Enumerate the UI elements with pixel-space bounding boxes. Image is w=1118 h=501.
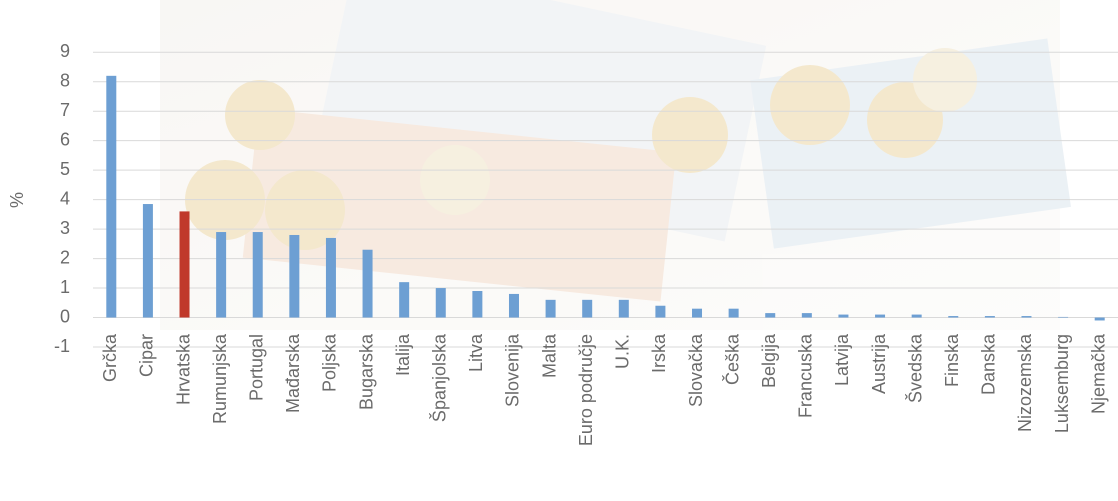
x-tick-label: Litva (466, 333, 486, 372)
bar (252, 232, 263, 318)
bar (618, 299, 629, 318)
x-tick-label: Portugal (246, 334, 266, 401)
bar (216, 232, 227, 318)
x-tick-label: Slovačka (686, 333, 706, 407)
y-tick-label: 1 (60, 277, 70, 297)
bar (984, 316, 995, 318)
bar (508, 293, 519, 318)
bar (875, 314, 886, 318)
bar (1094, 317, 1105, 321)
x-tick-label: Španjolska (429, 333, 450, 422)
x-tick-label: Nizozemska (1015, 333, 1035, 432)
bar (289, 234, 300, 318)
y-tick-label: 0 (60, 306, 70, 326)
y-tick-label: 5 (60, 159, 70, 179)
bar (1058, 316, 1069, 318)
bar (106, 75, 117, 318)
y-tick-label: -1 (54, 336, 70, 356)
bar (948, 316, 959, 318)
bar (728, 308, 739, 318)
bar (179, 211, 190, 318)
x-tick-label: Luksemburg (1052, 334, 1072, 433)
x-tick-label: Češka (721, 333, 742, 385)
bar (545, 299, 556, 318)
bar (472, 290, 483, 318)
bar (655, 305, 666, 318)
x-tick-label: Grčka (100, 333, 120, 382)
bar (362, 249, 373, 318)
bar (435, 288, 446, 318)
bar (765, 313, 776, 318)
x-tick-label: Hrvatska (173, 333, 193, 405)
x-tick-label: Bugarska (356, 333, 376, 410)
x-tick-label: Malta (539, 333, 559, 378)
x-tick-label: Austrija (869, 333, 889, 394)
bar (142, 204, 153, 318)
x-tick-label: U.K. (613, 334, 633, 369)
y-tick-label: 7 (60, 100, 70, 120)
y-tick-label: 9 (60, 41, 70, 61)
bar (838, 314, 849, 318)
y-tick-label: 8 (60, 70, 70, 90)
bar (399, 282, 410, 318)
bar (325, 237, 336, 318)
x-tick-label: Slovenija (503, 333, 523, 407)
x-tick-label: Poljska (320, 333, 340, 392)
bar (582, 299, 593, 318)
bar (801, 313, 812, 318)
bar (1021, 316, 1032, 318)
x-tick-label: Francuska (796, 333, 816, 418)
x-tick-label: Latvija (832, 333, 852, 386)
x-tick-label: Finska (942, 333, 962, 387)
y-tick-label: 2 (60, 247, 70, 267)
background-photo (160, 0, 1071, 330)
x-tick-label: Mađarska (283, 333, 303, 413)
x-tick-label: Rumunjska (210, 333, 230, 424)
x-tick-label: Cipar (137, 334, 157, 377)
y-tick-label: 4 (60, 188, 70, 208)
x-tick-label: Danska (979, 333, 999, 395)
bar (911, 314, 922, 318)
x-tick-label: Belgija (759, 333, 779, 388)
x-tick-label: Njemačka (1088, 333, 1108, 414)
x-tick-label: Euro područje (576, 334, 596, 446)
y-tick-label: 6 (60, 129, 70, 149)
x-tick-label: Švedska (904, 333, 925, 403)
y-tick-label: 3 (60, 218, 70, 238)
y-axis-label: % (7, 192, 27, 208)
bar (692, 308, 703, 318)
x-tick-label: Irska (649, 333, 669, 373)
x-tick-label: Italija (393, 333, 413, 376)
